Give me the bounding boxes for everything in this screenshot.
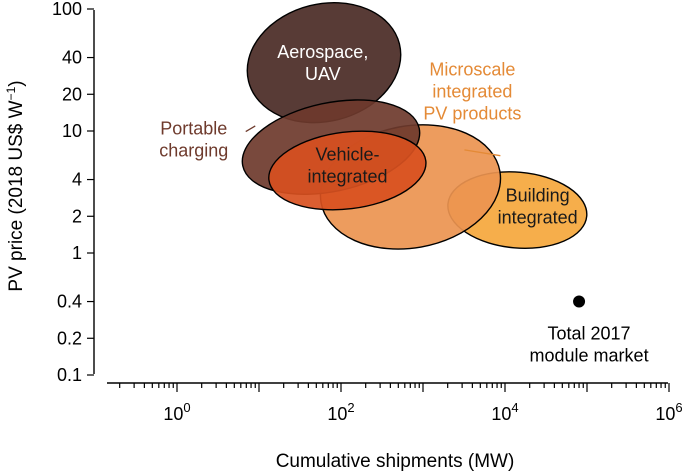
region-label-microscale-integrated-pv-products: Microscale	[429, 60, 515, 80]
point-label-total-2017-module-market: module market	[530, 346, 649, 366]
axes-layer: 100 102 104 106 0.1 0.2 0.4 1 2 4 10 20 40 100	[52, 0, 683, 424]
region-label-vehicle-integrated: Vehicle-	[315, 145, 379, 165]
region-label-portable-charging: Portable	[160, 119, 227, 139]
labels-layer: BuildingintegratedMicroscaleintegratedPV…	[159, 42, 577, 227]
region-label-microscale-integrated-pv-products: PV products	[423, 104, 521, 124]
y-tick-label: 4	[72, 170, 82, 190]
y-axis-label-exponent: −1	[4, 86, 18, 100]
leader-line-portable-charging	[245, 125, 256, 133]
y-tick-label: 0.1	[57, 365, 82, 385]
x-tick-label: 102	[327, 400, 354, 424]
regions-layer	[241, 1, 588, 250]
region-label-microscale-integrated-pv-products: integrated	[432, 82, 512, 102]
x-tick-label: 106	[655, 400, 682, 424]
x-axis-label: Cumulative shipments (MW)	[276, 451, 515, 472]
region-label-building-integrated: Building	[506, 186, 570, 206]
region-label-vehicle-integrated: integrated	[307, 167, 387, 187]
y-axis-label-close: )	[6, 80, 27, 86]
point-label-total-2017-module-market: Total 2017	[548, 324, 631, 344]
y-tick-label: 0.4	[57, 292, 82, 312]
y-tick-label: 10	[62, 121, 82, 141]
y-tick-label: 2	[72, 206, 82, 226]
region-label-building-integrated: integrated	[498, 208, 578, 228]
y-axis-label-main: PV price (2018 US$ W	[6, 100, 27, 291]
x-tick-label: 104	[491, 400, 518, 424]
point-total-2017-module-market	[573, 295, 586, 308]
region-label-aerospace-uav: UAV	[305, 64, 341, 84]
y-tick-label: 0.2	[57, 328, 82, 348]
y-axis-label: PV price (2018 US$ W−1)	[4, 80, 27, 291]
y-tick-label: 40	[62, 48, 82, 68]
region-label-portable-charging: charging	[159, 141, 228, 161]
region-label-aerospace-uav: Aerospace,	[277, 42, 368, 62]
y-tick-label: 1	[72, 243, 82, 263]
region-vehicle-integrated	[268, 130, 427, 211]
y-tick-label: 100	[52, 0, 82, 19]
y-tick-label: 20	[62, 84, 82, 104]
leader-line-microscale-integrated-pv-products	[464, 149, 501, 157]
x-tick-label: 100	[163, 400, 190, 424]
